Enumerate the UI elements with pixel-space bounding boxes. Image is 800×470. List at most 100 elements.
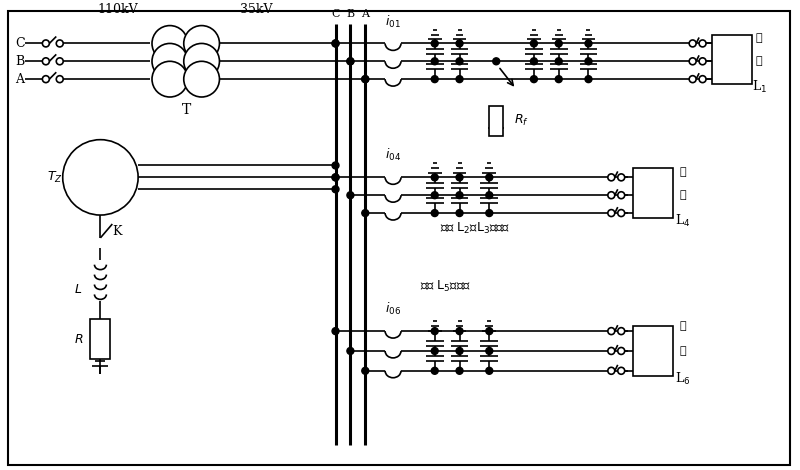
Circle shape	[486, 368, 493, 374]
Text: C: C	[15, 37, 25, 50]
Circle shape	[530, 58, 538, 65]
Circle shape	[431, 347, 438, 354]
Circle shape	[608, 328, 614, 335]
Circle shape	[530, 76, 538, 83]
Circle shape	[585, 40, 592, 47]
Circle shape	[332, 186, 339, 193]
Circle shape	[56, 76, 63, 83]
Circle shape	[486, 174, 493, 181]
Circle shape	[689, 58, 696, 65]
Circle shape	[689, 40, 696, 47]
Circle shape	[456, 58, 463, 65]
Circle shape	[332, 174, 339, 181]
Circle shape	[530, 40, 538, 47]
Text: 路: 路	[679, 346, 686, 356]
Circle shape	[362, 76, 369, 83]
Circle shape	[431, 210, 438, 217]
Text: L$_4$: L$_4$	[675, 213, 690, 229]
Circle shape	[431, 58, 438, 65]
Circle shape	[431, 328, 438, 335]
Circle shape	[486, 192, 493, 199]
Text: 线路 L$_2$、L$_3$（略）: 线路 L$_2$、L$_3$（略）	[440, 221, 510, 236]
Circle shape	[56, 58, 63, 65]
Circle shape	[184, 61, 219, 97]
Circle shape	[332, 40, 339, 47]
Circle shape	[608, 368, 614, 374]
Circle shape	[431, 40, 438, 47]
Text: $R$: $R$	[74, 333, 83, 345]
Circle shape	[347, 192, 354, 199]
Circle shape	[608, 174, 614, 181]
Text: 35kV: 35kV	[240, 3, 273, 16]
Circle shape	[42, 58, 50, 65]
Circle shape	[347, 347, 354, 354]
Circle shape	[456, 368, 463, 374]
Text: $R_f$: $R_f$	[514, 113, 529, 128]
Circle shape	[555, 58, 562, 65]
Text: 路: 路	[679, 190, 686, 200]
Text: L$_1$: L$_1$	[751, 79, 766, 95]
Circle shape	[42, 76, 50, 83]
Circle shape	[332, 40, 339, 47]
Circle shape	[486, 210, 493, 217]
Circle shape	[431, 368, 438, 374]
Circle shape	[555, 40, 562, 47]
Circle shape	[347, 58, 354, 65]
Circle shape	[486, 328, 493, 335]
Circle shape	[456, 192, 463, 199]
Text: K: K	[112, 226, 122, 238]
Text: B: B	[346, 8, 354, 19]
Circle shape	[62, 140, 138, 215]
Circle shape	[362, 76, 369, 83]
Circle shape	[347, 58, 354, 65]
Circle shape	[699, 76, 706, 83]
Bar	[633, 168, 673, 218]
Text: 负
载: 负 载	[650, 182, 656, 204]
Circle shape	[456, 174, 463, 181]
Bar	[633, 326, 673, 376]
Circle shape	[486, 347, 493, 354]
Text: C: C	[331, 8, 340, 19]
Circle shape	[618, 347, 625, 354]
Text: 负
载: 负 载	[729, 48, 736, 70]
Bar	[713, 34, 752, 84]
Circle shape	[184, 25, 219, 61]
Text: $T_Z$: $T_Z$	[47, 170, 62, 185]
Text: $L$: $L$	[74, 283, 82, 296]
Circle shape	[184, 43, 219, 79]
Text: L$_6$: L$_6$	[675, 371, 690, 387]
Circle shape	[456, 210, 463, 217]
Text: 负
载: 负 载	[650, 340, 656, 362]
Circle shape	[608, 347, 614, 354]
Circle shape	[431, 192, 438, 199]
Circle shape	[456, 347, 463, 354]
Circle shape	[608, 210, 614, 217]
Text: 线: 线	[679, 321, 686, 331]
Bar	[490, 106, 503, 136]
Text: A: A	[15, 73, 24, 86]
Circle shape	[618, 368, 625, 374]
Circle shape	[42, 40, 50, 47]
Text: $i_{04}$: $i_{04}$	[385, 148, 401, 164]
Circle shape	[456, 40, 463, 47]
Text: $i_{06}$: $i_{06}$	[385, 301, 401, 317]
Circle shape	[332, 174, 339, 181]
Text: 线: 线	[679, 167, 686, 177]
Circle shape	[456, 328, 463, 335]
Circle shape	[555, 76, 562, 83]
Circle shape	[699, 58, 706, 65]
Circle shape	[362, 368, 369, 374]
Text: 线: 线	[756, 33, 762, 44]
Text: A: A	[362, 8, 370, 19]
Circle shape	[618, 192, 625, 199]
Circle shape	[585, 76, 592, 83]
Circle shape	[618, 328, 625, 335]
Circle shape	[152, 61, 188, 97]
Text: $i_{01}$: $i_{01}$	[385, 14, 401, 30]
Text: T: T	[182, 103, 191, 117]
Circle shape	[493, 58, 500, 65]
Circle shape	[56, 40, 63, 47]
Circle shape	[689, 76, 696, 83]
Circle shape	[699, 40, 706, 47]
Circle shape	[332, 328, 339, 335]
